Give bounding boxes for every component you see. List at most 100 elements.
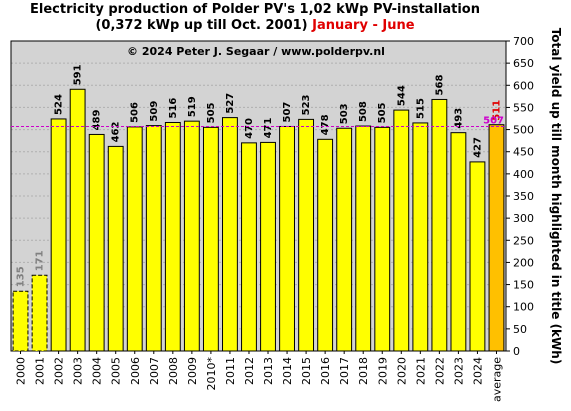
y-axis-ticks: 0 50 100 150 200 250 300 350 400 450 500 550 600 650 7… (506, 35, 534, 358)
bar-average (488, 124, 505, 352)
bar-2022 (431, 98, 448, 352)
title-highlight: January - June (312, 18, 415, 33)
bars (12, 88, 505, 352)
x-tick-label: 2011 (224, 357, 237, 385)
y-tick-label: 650 (513, 57, 534, 70)
y-tick-label: 550 (513, 101, 534, 114)
y-tick-label: 450 (513, 146, 534, 159)
credit-text: © 2024 Peter J. Segaar / www.polderpv.nl (127, 45, 385, 58)
bar-2021 (412, 122, 429, 352)
x-tick-label: 2020 (395, 357, 408, 385)
x-tick-label: 2016 (319, 357, 332, 385)
bar-2020 (393, 109, 410, 352)
bar-value-label: 489 (92, 110, 103, 131)
bar-2001 (31, 274, 48, 352)
bar-value-label: 519 (187, 96, 198, 117)
bar-2019 (374, 126, 391, 352)
bar-value-label: 516 (168, 98, 179, 119)
bar-2003 (69, 88, 86, 352)
x-tick-label: 2024 (471, 357, 484, 385)
bar-2014 (279, 125, 295, 352)
value-labels: 135 171 524 591 489 462 506 509 516 519 505 527 470 4… (16, 64, 503, 287)
y-tick-label: 200 (513, 256, 534, 269)
bar-value-label: 135 (16, 266, 27, 287)
title-line-1: Electricity production of Polder PV's 1,… (30, 2, 480, 17)
x-tick-label: 2001 (34, 357, 47, 385)
bar-2004 (88, 133, 105, 352)
bar-value-label: 523 (301, 94, 312, 115)
x-tick-label: 2012 (243, 357, 256, 385)
bar-2009 (183, 120, 200, 352)
y-tick-label: 100 (513, 301, 534, 314)
bar-2010-star (202, 126, 219, 352)
x-tick-label: 2000 (15, 357, 28, 385)
bar-2018 (355, 125, 372, 352)
y-tick-label: 700 (513, 35, 534, 48)
x-tick-label: 2006 (129, 357, 142, 385)
x-tick-label: 2008 (167, 357, 180, 385)
x-tick-label: 2010* (205, 357, 218, 391)
bar-value-label: 508 (358, 101, 369, 122)
x-tick-label: 2017 (338, 357, 351, 385)
bar-value-label: 462 (111, 121, 122, 142)
bar-value-label: 544 (396, 85, 407, 106)
x-tick-label: 2003 (72, 357, 85, 385)
bar-2000 (12, 290, 29, 352)
chart-title: Electricity production of Polder PV's 1,… (0, 2, 510, 34)
bar-value-label: 515 (415, 98, 426, 119)
bar-value-label: 527 (225, 93, 236, 114)
bar-2013 (260, 141, 276, 352)
bar-value-label: 591 (73, 64, 84, 85)
bar-value-label: 509 (149, 101, 160, 122)
bar-2016 (317, 138, 334, 352)
bar-value-label: 505 (377, 102, 388, 123)
x-tick-label: 2002 (53, 357, 66, 385)
y-tick-label: 600 (513, 79, 534, 92)
x-tick-label: 2004 (91, 357, 104, 385)
bar-2007 (145, 125, 162, 352)
x-tick-label: 2007 (148, 357, 161, 385)
x-axis-ticks: 2000 2001 2002 2003 2004 2005 2006 2007 2008 2009… (15, 351, 503, 402)
bar-value-label: 171 (35, 250, 46, 271)
bar-value-label: 505 (206, 102, 217, 123)
x-tick-label: 2023 (452, 357, 465, 385)
bar-value-label: 506 (130, 102, 141, 123)
bar-value-label: 511 (491, 100, 502, 121)
bar-2012 (241, 142, 257, 352)
y-tick-label: 350 (513, 190, 534, 203)
x-tick-label: 2013 (262, 357, 275, 385)
title-line-2-main: (0,372 kWp up till Oct. 2001) (95, 18, 308, 33)
y-tick-label: 150 (513, 279, 534, 292)
bar-value-label: 427 (472, 137, 483, 158)
x-tick-label: 2015 (300, 357, 313, 385)
bar-value-label: 478 (320, 114, 331, 135)
y-tick-label: 0 (513, 345, 520, 358)
bar-2023 (450, 132, 467, 352)
bar-value-label: 470 (244, 118, 255, 139)
bar-2005 (107, 145, 124, 352)
x-tick-label: 2009 (186, 357, 199, 385)
x-tick-label: 2005 (110, 357, 123, 385)
bar-value-label: 568 (434, 75, 445, 96)
x-tick-label: 2019 (376, 357, 389, 385)
bar-2008 (164, 121, 181, 352)
y-tick-label: 500 (513, 124, 534, 137)
bar-value-label: 503 (339, 103, 350, 124)
y-tick-label: 250 (513, 234, 534, 247)
y-tick-label: 400 (513, 168, 534, 181)
y-tick-label: 50 (513, 323, 527, 336)
bar-2017 (336, 127, 353, 352)
bar-2006 (126, 126, 143, 352)
reference-line-label: 507 (483, 115, 504, 126)
bar-2024 (469, 161, 486, 352)
bar-2015 (298, 118, 315, 352)
x-tick-label: 2014 (281, 357, 294, 385)
title-line-2: (0,372 kWp up till Oct. 2001) January - … (0, 18, 510, 34)
x-tick-label: 2021 (414, 357, 427, 385)
x-tick-label: 2018 (357, 357, 370, 385)
reference-line: 507 (11, 115, 506, 127)
bar-2002 (50, 118, 67, 352)
bar-value-label: 493 (453, 108, 464, 129)
x-tick-label: 2022 (433, 357, 446, 385)
